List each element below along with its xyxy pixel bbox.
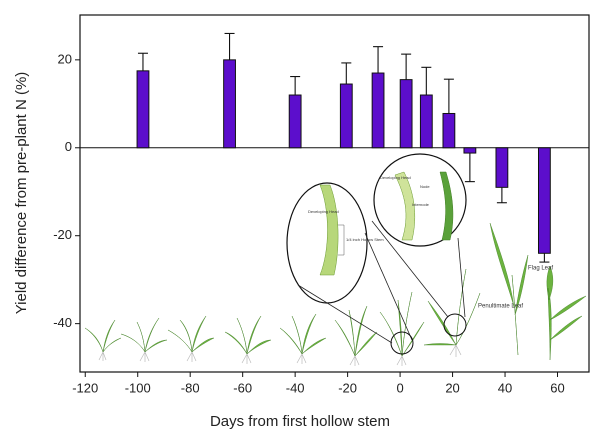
bar <box>136 70 150 149</box>
x-axis-label: Days from first hollow stem <box>210 413 390 430</box>
x-tick-label: -100 <box>125 380 151 395</box>
x-tick-label: 60 <box>550 380 564 395</box>
x-tick-label: -120 <box>72 380 98 395</box>
plant-illustrations: Developing Head 1/4 inch Hollow Stem Dev… <box>84 153 587 366</box>
bar <box>223 59 236 149</box>
bar <box>463 147 477 154</box>
bar <box>537 147 551 254</box>
annotation: Internode <box>412 202 430 207</box>
x-tick-label: -80 <box>181 380 200 395</box>
x-tick-label: 0 <box>396 380 403 395</box>
bar <box>442 112 456 149</box>
x-tick-label: 20 <box>445 380 459 395</box>
annotation: Developing Head <box>380 175 411 180</box>
y-axis-label: Yield difference from pre-plant N (%) <box>13 72 30 315</box>
bar <box>399 79 413 149</box>
annotation: 1/4 inch Hollow Stem <box>346 237 384 242</box>
annotation: Developing Head <box>308 209 339 214</box>
y-tick-label: 0 <box>65 139 72 154</box>
y-tick-label: -40 <box>53 315 72 330</box>
annotation: Penultimate Leaf <box>478 304 523 310</box>
y-tick-label: -20 <box>53 227 72 242</box>
bar <box>495 147 509 188</box>
bar <box>339 83 353 149</box>
bar <box>371 72 385 149</box>
annotation: Node <box>420 184 430 189</box>
x-tick-label: -20 <box>338 380 357 395</box>
plot-frame <box>79 14 590 373</box>
x-tick-label: -40 <box>286 380 305 395</box>
x-tick-label: 40 <box>498 380 512 395</box>
x-tick-label: -60 <box>233 380 252 395</box>
annotation: Flag Leaf <box>528 266 553 272</box>
bar <box>419 94 433 149</box>
bar <box>288 94 302 149</box>
y-tick-label: 20 <box>58 51 72 66</box>
